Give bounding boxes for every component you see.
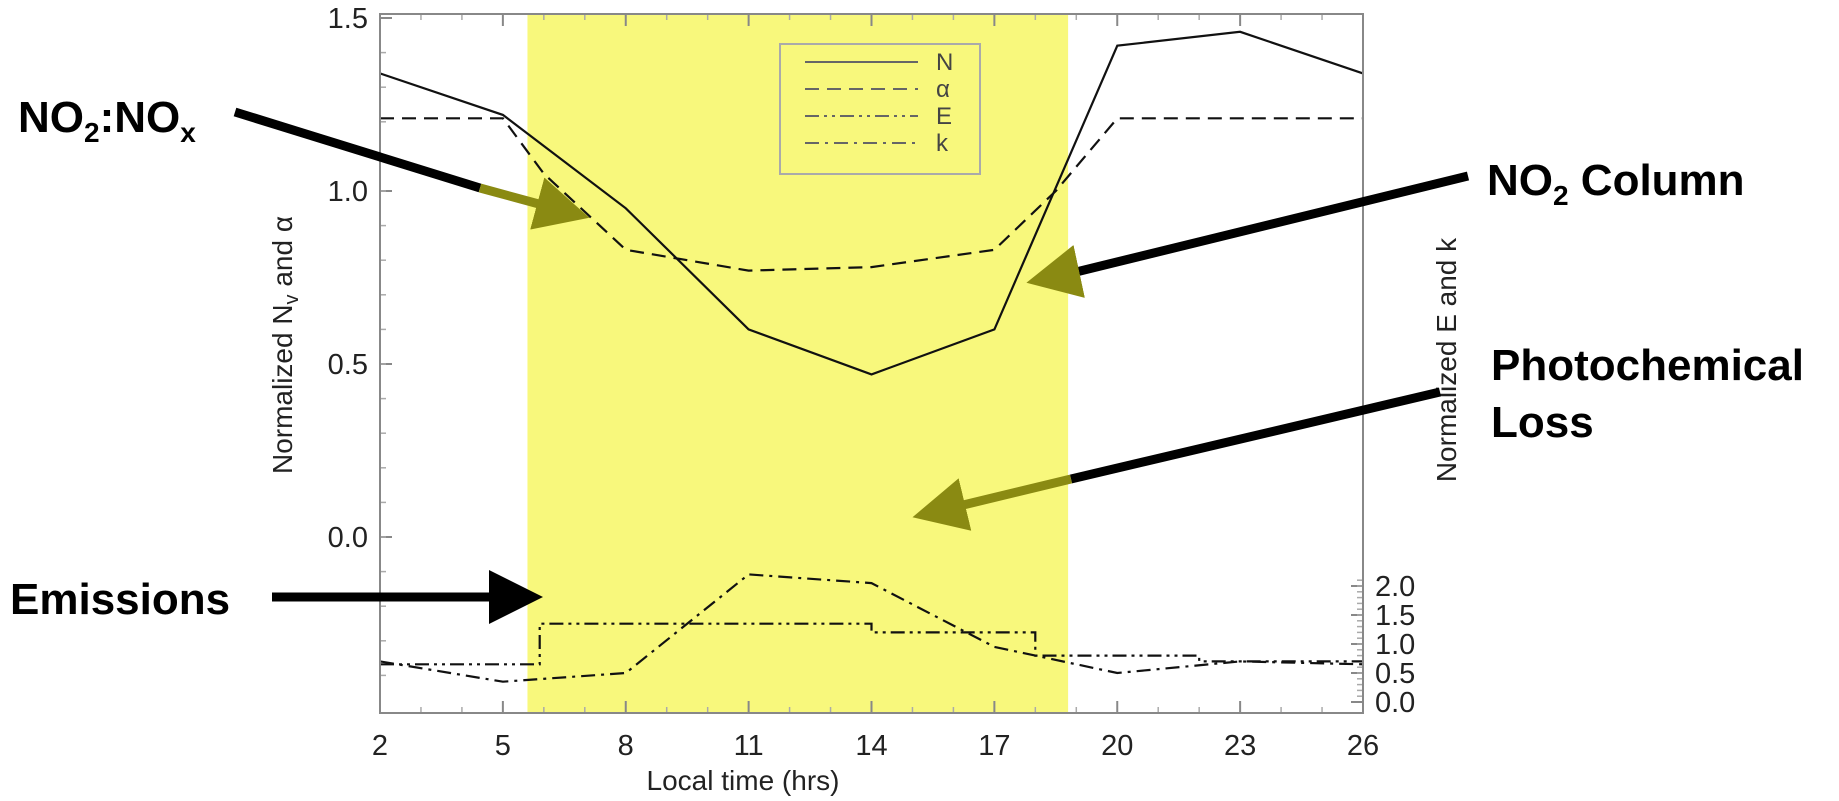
arrow-no2-column-dark (1070, 171, 1470, 278)
y-axis-title-left: Normalized Nv and α (267, 216, 303, 474)
series-line-N (379, 30, 1364, 376)
series-line-E (380, 622, 1363, 666)
legend-label-α: α (936, 76, 950, 103)
plot-frame (379, 13, 1364, 714)
x-tick-label: 14 (855, 730, 887, 762)
series-layer (379, 30, 1364, 683)
y-right-tick-label: 0.0 (1375, 687, 1415, 719)
arrow-photochemical-olive (912, 474, 1073, 531)
callout-no2-column: NO2 Column (1487, 156, 1745, 211)
y-axis-title-right: Normalized E and k (1431, 237, 1462, 482)
x-tick-label: 5 (495, 730, 511, 762)
x-tick-label: 26 (1347, 730, 1379, 762)
callout-photochemical-loss: Photochemical Loss (1491, 341, 1816, 447)
y-right-tick-label: 2.0 (1375, 571, 1415, 603)
y-left-tick-label: 0.5 (328, 349, 368, 381)
arrow-no2-nox-olive (478, 177, 590, 230)
x-tick-label: 20 (1101, 730, 1133, 762)
legend-label-N: N (936, 49, 953, 76)
x-tick-label: 2 (372, 730, 388, 762)
y-right-tick-label: 1.0 (1375, 629, 1415, 661)
tick-labels: 2 5 8 11 14 17 20 23 261.51.00.50.02.01.51.00.50… (328, 3, 1416, 762)
series-line-α (380, 117, 1363, 272)
y-right-tick-label: 0.5 (1375, 658, 1415, 690)
callout-no2-nox: NO2:NOx (18, 93, 196, 148)
y-left-tick-label: 1.0 (328, 176, 368, 208)
arrow-photochemical-dark (1069, 387, 1442, 484)
x-tick-label: 17 (978, 730, 1010, 762)
legend-label-k: k (936, 130, 949, 157)
x-tick-label: 8 (618, 730, 634, 762)
arrow-no2-column-olive (1026, 245, 1085, 298)
y-left-tick-label: 1.5 (328, 3, 368, 35)
daytime-band (527, 14, 1069, 713)
callout-emissions: Emissions (10, 575, 230, 624)
y-right-tick-label: 1.5 (1375, 600, 1415, 632)
x-tick-label: 23 (1224, 730, 1256, 762)
x-tick-label: 11 (734, 730, 764, 762)
series-line-k (379, 573, 1364, 683)
y-left-tick-label: 0.0 (328, 522, 368, 554)
x-axis-title: Local time (hrs) (647, 765, 840, 796)
arrow-no2-nox-dark (233, 107, 482, 193)
legend-label-E: E (936, 103, 952, 130)
